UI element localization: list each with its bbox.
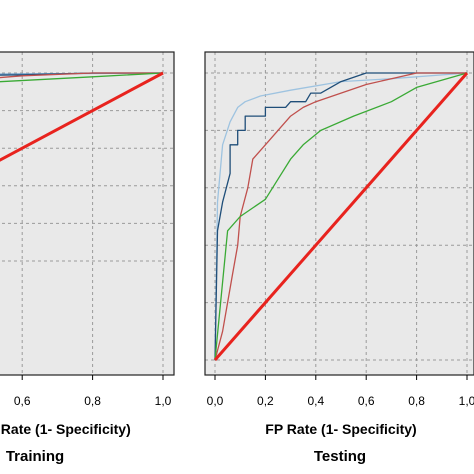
testing-x-tick-label: 0,4 [307,394,324,408]
testing-plot-frame [204,51,474,376]
testing-roc-curve-3 [214,72,467,361]
training-roc-curve-4 [0,72,164,83]
training-title: Training [6,448,64,465]
training-plot-frame [0,51,175,376]
training-chart: 0,00,20,40,60,81,0FP Rate (1- Specificit… [0,51,175,465]
testing-x-axis-label: FP Rate (1- Specificity) [265,421,416,437]
testing-x-tick-label: 0,2 [257,394,274,408]
testing-roc-curve-2 [214,72,467,361]
training-x-tick-label: 0,6 [14,394,31,408]
testing-roc-curve-1 [214,72,468,361]
testing-series-group [213,72,469,361]
training-reference-line [0,71,164,162]
training-roc-curve-3 [0,72,163,79]
training-series-group [0,71,164,162]
training-roc-curve-1 [0,72,164,75]
testing-x-tick-label: 1,0 [459,394,474,408]
testing-title: Testing [314,448,366,465]
training-x-tick-label: 0,8 [84,394,101,408]
testing-roc-curve-4 [214,72,468,361]
training-x-axis-label: FP Rate (1- Specificity) [0,421,131,437]
testing-x-tick-label: 0,6 [358,394,375,408]
testing-chart: 0,0 0,2 0,4 0,6 0,8 1,0 FP Rate (1- Specificit… [204,51,474,465]
testing-x-tick-label: 0,0 [207,394,224,408]
testing-x-tick-label: 0,8 [408,394,425,408]
testing-reference-line [213,72,469,361]
training-plot-background [0,52,174,375]
training-x-tick-label: 1,0 [155,394,172,408]
